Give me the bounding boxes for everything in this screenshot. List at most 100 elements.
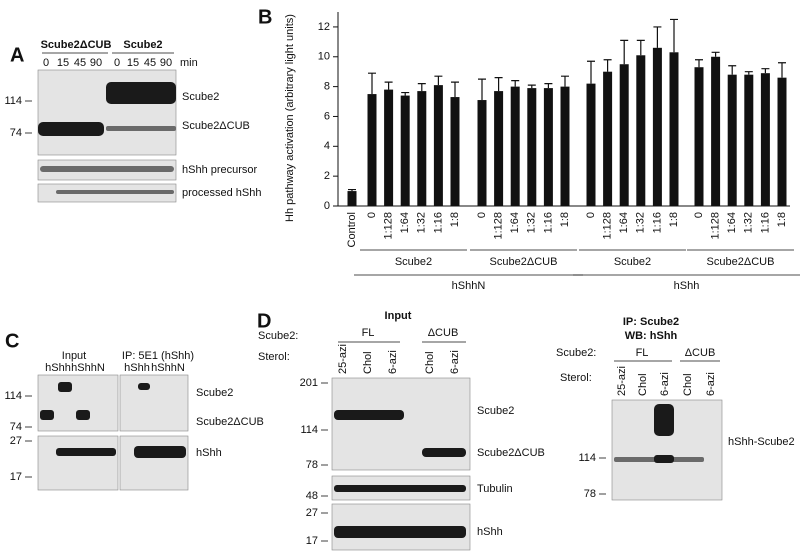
lane-label: 6-azi — [705, 372, 717, 396]
group-label: Scube2 — [395, 256, 432, 268]
x-tick-label: 1:16 — [651, 212, 663, 233]
bar — [494, 91, 504, 206]
error-bar — [384, 81, 393, 90]
x-tick-label: 1:128 — [493, 212, 505, 240]
x-tick-label: 1:16 — [542, 212, 554, 233]
band-label: hShh — [477, 526, 503, 538]
label: IP: 5E1 (hShh) — [122, 350, 194, 362]
error-bar — [478, 78, 486, 101]
error-bar — [728, 65, 737, 75]
lane-label: hShh — [45, 362, 71, 374]
bar — [760, 73, 770, 206]
band-label: processed hShh — [182, 187, 262, 199]
x-tick-label: 1:128 — [383, 212, 395, 240]
y-tick-label: 10 — [318, 51, 330, 63]
blot-shapes — [37, 69, 723, 551]
band-label: Scube2 — [182, 91, 219, 103]
bar — [450, 97, 460, 206]
group-label: Scube2 — [614, 256, 651, 268]
label: Scube2 — [123, 39, 162, 51]
panel-label: A — [10, 44, 24, 66]
x-tick-label: 1:64 — [509, 212, 521, 233]
x-tick-label: 1:8 — [776, 212, 788, 227]
label: ΔCUB — [685, 347, 716, 359]
band — [106, 126, 176, 131]
bar — [586, 83, 596, 206]
marker-label: 78 — [584, 488, 596, 500]
lane-label: 90 — [160, 57, 172, 69]
y-tick-label: 8 — [324, 81, 330, 93]
bar — [347, 191, 357, 206]
band — [422, 448, 466, 457]
band — [654, 455, 674, 463]
x-tick-label: 1:32 — [743, 212, 755, 233]
error-bar — [711, 51, 720, 57]
error-bar — [561, 75, 569, 87]
label: FL — [362, 327, 375, 339]
error-bar — [527, 84, 536, 89]
lane-label: 0 — [114, 57, 120, 69]
band-label: Tubulin — [477, 483, 513, 495]
x-tick-label: 1:128 — [710, 212, 722, 240]
x-tick-label: 1:8 — [449, 212, 461, 227]
group-label: Scube2ΔCUB — [490, 256, 558, 268]
supergroup-label: hShh — [674, 280, 700, 292]
lane-label: hShhN — [151, 362, 185, 374]
error-bar — [348, 188, 356, 192]
marker-label: 114 — [300, 424, 318, 436]
marker-label: 27 — [10, 435, 22, 447]
lane-label: Chol — [362, 351, 374, 374]
lane-label: Chol — [424, 351, 436, 374]
lane-label: 25-azi — [616, 366, 628, 396]
blot — [119, 435, 189, 491]
marker-label: 74 — [10, 127, 22, 139]
lane-label: 6-azi — [659, 372, 671, 396]
lane-label: 90 — [90, 57, 102, 69]
marker-label: 114 — [4, 95, 22, 107]
group-label: Scube2ΔCUB — [707, 256, 775, 268]
lane-label: 15 — [57, 57, 69, 69]
blot — [119, 374, 189, 432]
band — [106, 82, 176, 104]
bar — [619, 64, 629, 206]
label: Scube2ΔCUB — [41, 39, 112, 51]
bar — [727, 74, 737, 206]
band — [134, 446, 186, 458]
lane-label: hShhN — [71, 362, 105, 374]
x-tick-label: 1:16 — [759, 212, 771, 233]
bar — [543, 88, 553, 206]
y-tick-label: 4 — [324, 140, 330, 152]
bar — [510, 86, 520, 206]
lane-label: 25-azi — [337, 344, 349, 374]
panel-label: D — [257, 310, 271, 332]
band — [40, 166, 174, 172]
bar — [560, 86, 570, 206]
label: Input — [62, 350, 86, 362]
x-tick-label: 0 — [366, 212, 378, 218]
blot — [37, 435, 119, 491]
band — [334, 410, 404, 420]
x-tick-label: 1:32 — [416, 212, 428, 233]
lane-label: 6-azi — [387, 350, 399, 374]
bar — [744, 74, 754, 206]
bar — [694, 67, 704, 206]
y-axis-label: Hh pathway activation (arbitrary light u… — [284, 14, 296, 222]
lane-label: hShh — [124, 362, 150, 374]
label: ΔCUB — [428, 327, 459, 339]
error-bar — [695, 59, 703, 68]
bar — [652, 47, 662, 206]
x-tick-label: 0 — [693, 212, 705, 218]
error-bar — [761, 68, 770, 74]
band — [40, 410, 54, 420]
band — [334, 526, 466, 538]
lane-label: 0 — [43, 57, 49, 69]
band-label: hShh — [196, 447, 222, 459]
error-bar — [670, 18, 678, 53]
x-tick-label: 1:128 — [602, 212, 614, 240]
lane-label: 6-azi — [449, 350, 461, 374]
error-bar — [417, 83, 426, 92]
band-label: Scube2 — [477, 405, 514, 417]
label: Scube2: — [258, 330, 298, 342]
bar — [636, 55, 646, 207]
x-tick-label: 1:8 — [668, 212, 680, 227]
